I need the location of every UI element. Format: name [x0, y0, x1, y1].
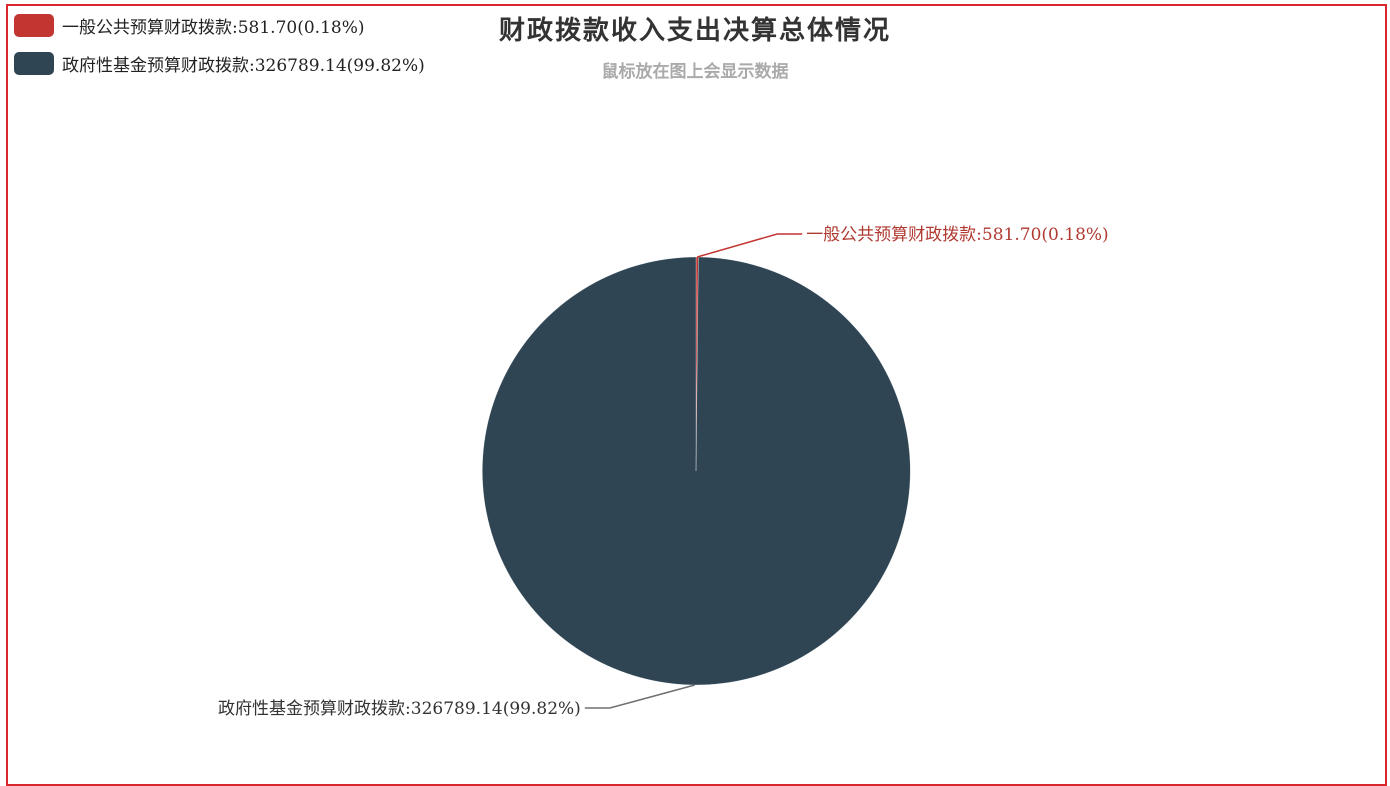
slice-label-1: 政府性基金预算财政拨款:326789.14(99.82%): [218, 699, 581, 719]
pie-slices: [482, 256, 911, 686]
pie-labels: 一般公共预算财政拨款:581.70(0.18%) 政府性基金预算财政拨款:3267…: [218, 225, 1109, 719]
legend-item-general-budget[interactable]: 一般公共预算财政拨款:581.70(0.18%): [14, 11, 425, 39]
chart-subtitle: 鼠标放在图上会显示数据: [601, 62, 789, 82]
legend-label-general-budget: 一般公共预算财政拨款:581.70(0.18%): [62, 17, 365, 38]
legend-swatch-fund-budget: [14, 51, 54, 75]
legend-swatch-general-budget: [14, 13, 54, 37]
pie-slice-1[interactable]: [482, 256, 911, 686]
legend-item-fund-budget[interactable]: 政府性基金预算财政拨款:326789.14(99.82%): [14, 49, 425, 77]
chart-title: 财政拨款收入支出决算总体情况: [498, 16, 891, 46]
leader-line-1: [584, 684, 695, 709]
slice-label-0: 一般公共预算财政拨款:581.70(0.18%): [806, 225, 1108, 245]
chart-legend: 一般公共预算财政拨款:581.70(0.18%) 政府性基金预算财政拨款:326…: [14, 11, 425, 87]
leader-line-0: [696, 233, 803, 258]
legend-label-fund-budget: 政府性基金预算财政拨款:326789.14(99.82%): [62, 55, 425, 76]
